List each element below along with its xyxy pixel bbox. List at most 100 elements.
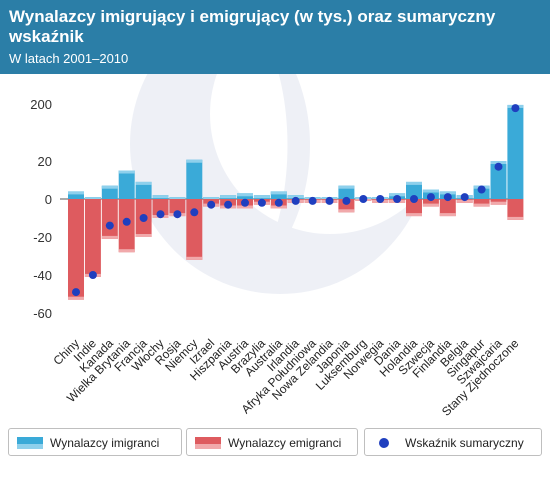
point-index bbox=[105, 221, 114, 230]
bar-immigrants bbox=[406, 181, 422, 199]
bar-emigrants-cap bbox=[101, 235, 118, 239]
bar-immigrants-cap bbox=[406, 181, 422, 185]
bar-emigrants bbox=[507, 199, 524, 220]
legend-item-immigrants: Wynalazcy imigranci bbox=[8, 428, 182, 456]
bar-emigrants bbox=[169, 199, 186, 217]
bar-emigrants-cap bbox=[439, 213, 456, 217]
bar-immigrants-cap bbox=[439, 191, 456, 195]
point-index bbox=[139, 214, 148, 222]
bar-immigrants-cap bbox=[220, 195, 237, 199]
bar-emigrants-cap bbox=[490, 201, 507, 205]
bar-immigrants-cap bbox=[68, 191, 84, 195]
y-tick-label: -40 bbox=[33, 268, 52, 283]
bar-emigrants-cap bbox=[473, 203, 490, 207]
bar-immigrants-cap bbox=[422, 189, 439, 193]
point-index bbox=[173, 210, 182, 219]
immigrants-swatch-icon bbox=[17, 437, 43, 449]
bar-immigrants-cap bbox=[203, 197, 220, 199]
bar-immigrants-cap bbox=[237, 193, 253, 197]
bar-emigrants bbox=[473, 199, 490, 207]
bar-immigrants bbox=[135, 181, 152, 199]
point-index bbox=[156, 210, 165, 219]
emigrants-swatch-icon bbox=[195, 437, 221, 449]
point-index bbox=[224, 200, 233, 209]
bar-emigrants-cap bbox=[406, 213, 422, 217]
point-index bbox=[308, 196, 317, 205]
point-index bbox=[88, 271, 97, 279]
bar-immigrants-cap bbox=[490, 161, 507, 164]
bar-emigrants bbox=[186, 199, 203, 260]
bar-emigrants bbox=[406, 199, 422, 217]
bar-emigrants-cap bbox=[186, 256, 203, 260]
point-index bbox=[511, 104, 520, 113]
point-index bbox=[393, 195, 402, 203]
bar-immigrants-cap bbox=[186, 159, 203, 163]
y-tick-label: -20 bbox=[33, 230, 52, 245]
bar-immigrants bbox=[118, 170, 135, 199]
y-tick-label: 200 bbox=[30, 97, 52, 112]
bar-immigrants-cap bbox=[389, 193, 406, 197]
point-index bbox=[122, 217, 131, 226]
point-index bbox=[190, 208, 199, 217]
bar-emigrants-cap bbox=[135, 234, 152, 237]
bar-immigrants bbox=[68, 191, 84, 199]
y-tick-label: -60 bbox=[33, 306, 52, 321]
chart-title: Wynalazcy imigrujący i emigrujący (w tys… bbox=[9, 7, 496, 46]
legend-label-immigrants: Wynalazcy imigranci bbox=[50, 436, 160, 450]
bar-immigrants-cap bbox=[101, 185, 118, 189]
point-index bbox=[460, 193, 469, 202]
watermark-logo bbox=[130, 74, 450, 294]
bar-emigrants bbox=[439, 199, 456, 217]
point-index bbox=[359, 195, 368, 203]
point-index bbox=[494, 162, 503, 171]
index-dot-icon bbox=[379, 438, 389, 448]
bar-emigrants bbox=[422, 199, 439, 207]
bar-immigrants bbox=[270, 191, 287, 199]
bar-emigrants-cap bbox=[507, 216, 524, 220]
legend-item-index: Wskaźnik sumaryczny bbox=[364, 428, 542, 456]
point-index bbox=[426, 193, 435, 202]
bar-emigrants-cap bbox=[422, 203, 439, 207]
bar-emigrants-cap bbox=[118, 249, 135, 253]
bar-immigrants-cap bbox=[84, 197, 101, 199]
y-tick-label: 20 bbox=[38, 154, 52, 169]
point-index bbox=[207, 200, 216, 209]
y-tick-label: 0 bbox=[45, 192, 52, 207]
bar-emigrants bbox=[338, 199, 355, 213]
bar-emigrants bbox=[84, 199, 101, 277]
bar-immigrants-cap bbox=[338, 185, 355, 189]
chart-subtitle: W latach 2001–2010 bbox=[9, 51, 129, 66]
point-index bbox=[443, 193, 452, 202]
bar-emigrants bbox=[68, 199, 84, 300]
bar-emigrants-cap bbox=[338, 209, 355, 213]
point-index bbox=[410, 195, 418, 203]
point-index bbox=[477, 185, 486, 194]
bar-emigrants bbox=[152, 199, 169, 218]
bar-immigrants-cap bbox=[118, 170, 135, 174]
bar-immigrants-cap bbox=[287, 195, 304, 199]
legend-label-emigrants: Wynalazcy emigranci bbox=[228, 436, 342, 450]
point-index bbox=[241, 198, 249, 207]
bar-immigrants-cap bbox=[135, 181, 152, 185]
point-index bbox=[342, 196, 351, 205]
bar-immigrants-cap bbox=[169, 197, 186, 199]
legend-item-emigrants: Wynalazcy emigranci bbox=[186, 428, 358, 456]
point-index bbox=[376, 195, 385, 203]
point-index bbox=[291, 196, 300, 205]
legend-label-index: Wskaźnik sumaryczny bbox=[405, 436, 524, 450]
bar-immigrants bbox=[507, 104, 524, 199]
bar-immigrants-cap bbox=[152, 195, 169, 199]
chart-header: Wynalazcy imigrujący i emigrujący (w tys… bbox=[0, 0, 550, 74]
bar-emigrants-cap bbox=[237, 205, 253, 209]
bar-immigrants bbox=[186, 159, 203, 199]
bar-immigrants bbox=[338, 185, 355, 199]
point-index bbox=[274, 198, 283, 207]
bar-emigrants bbox=[101, 199, 118, 239]
point-index bbox=[72, 288, 80, 297]
bar-emigrants-cap bbox=[270, 205, 287, 209]
bar-immigrants-cap bbox=[270, 191, 287, 195]
bar-immigrants-cap bbox=[253, 195, 270, 199]
bar-immigrants bbox=[490, 161, 507, 199]
